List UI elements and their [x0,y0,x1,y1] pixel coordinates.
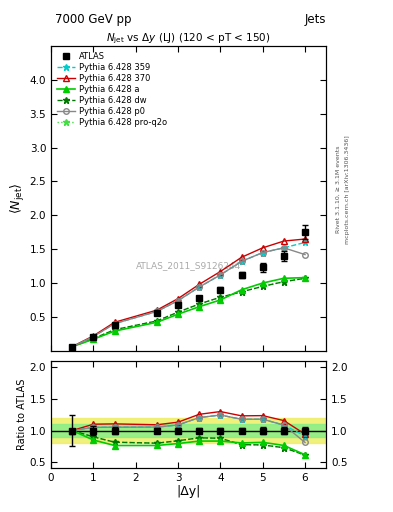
Pythia 6.428 370 [239,254,244,261]
Line: Pythia 6.428 pro-q2o: Pythia 6.428 pro-q2o [69,275,309,350]
Line: Pythia 6.428 a: Pythia 6.428 a [69,274,308,350]
Pythia 6.428 a [197,304,202,310]
Pythia 6.428 pro-q2o [260,283,265,289]
Pythia 6.428 pro-q2o [154,318,159,324]
Y-axis label: Ratio to ATLAS: Ratio to ATLAS [17,379,27,451]
Y-axis label: $\langle N_\mathrm{jet}\rangle$: $\langle N_\mathrm{jet}\rangle$ [9,183,27,214]
Line: Pythia 6.428 p0: Pythia 6.428 p0 [70,245,308,349]
Pythia 6.428 359 [260,249,265,255]
Pythia 6.428 370 [112,319,117,325]
Pythia 6.428 pro-q2o [91,335,96,342]
Pythia 6.428 370 [154,307,159,313]
X-axis label: |Δy|: |Δy| [176,485,201,498]
Pythia 6.428 a [176,311,180,317]
Pythia 6.428 359 [218,272,223,278]
Pythia 6.428 370 [70,344,75,350]
Pythia 6.428 dw [70,344,75,350]
Pythia 6.428 dw [303,275,307,282]
Pythia 6.428 a [154,319,159,325]
Pythia 6.428 a [91,336,96,343]
Pythia 6.428 359 [91,333,96,339]
Title: $N_\mathrm{jet}$ vs $\Delta y$ (LJ) (120 < pT < 150): $N_\mathrm{jet}$ vs $\Delta y$ (LJ) (120… [107,32,271,46]
Pythia 6.428 pro-q2o [176,309,180,315]
Pythia 6.428 dw [281,279,286,285]
Pythia 6.428 p0 [218,272,223,278]
Pythia 6.428 370 [260,245,265,251]
Pythia 6.428 359 [303,239,307,245]
Pythia 6.428 359 [112,321,117,327]
Pythia 6.428 dw [91,335,96,342]
Pythia 6.428 dw [197,301,202,307]
Pythia 6.428 a [112,328,117,334]
Pythia 6.428 359 [176,297,180,304]
Pythia 6.428 359 [281,245,286,251]
Line: Pythia 6.428 359: Pythia 6.428 359 [69,239,309,350]
Pythia 6.428 370 [218,268,223,274]
Pythia 6.428 359 [239,258,244,264]
Pythia 6.428 dw [154,318,159,324]
Pythia 6.428 dw [112,327,117,333]
Pythia 6.428 dw [239,289,244,295]
Text: Rivet 3.1.10, ≥ 3.1M events: Rivet 3.1.10, ≥ 3.1M events [336,146,341,233]
Pythia 6.428 pro-q2o [70,344,75,350]
Pythia 6.428 pro-q2o [197,301,202,307]
Legend: ATLAS, Pythia 6.428 359, Pythia 6.428 370, Pythia 6.428 a, Pythia 6.428 dw, Pyth: ATLAS, Pythia 6.428 359, Pythia 6.428 37… [55,50,168,129]
Pythia 6.428 370 [281,238,286,244]
Bar [51,418,326,443]
Text: 7000 GeV pp: 7000 GeV pp [55,13,132,26]
Pythia 6.428 pro-q2o [239,289,244,295]
Pythia 6.428 p0 [154,308,159,314]
Pythia 6.428 p0 [197,284,202,290]
Pythia 6.428 p0 [281,245,286,251]
Pythia 6.428 pro-q2o [218,294,223,301]
Pythia 6.428 dw [176,309,180,315]
Pythia 6.428 359 [197,284,202,290]
Pythia 6.428 pro-q2o [112,327,117,333]
Text: mcplots.cern.ch [arXiv:1306.3436]: mcplots.cern.ch [arXiv:1306.3436] [345,135,350,244]
Pythia 6.428 p0 [239,258,244,264]
Pythia 6.428 p0 [112,321,117,327]
Pythia 6.428 p0 [70,344,75,350]
Pythia 6.428 dw [260,283,265,289]
Pythia 6.428 pro-q2o [303,275,307,282]
Pythia 6.428 370 [303,236,307,242]
Pythia 6.428 a [281,275,286,282]
Pythia 6.428 370 [197,281,202,287]
Pythia 6.428 p0 [303,251,307,258]
Pythia 6.428 359 [154,308,159,314]
Line: Pythia 6.428 dw: Pythia 6.428 dw [69,275,308,350]
Text: Jets: Jets [305,13,326,26]
Pythia 6.428 370 [176,295,180,302]
Pythia 6.428 dw [218,294,223,301]
Pythia 6.428 a [239,287,244,293]
Text: ATLAS_2011_S9126244: ATLAS_2011_S9126244 [136,261,241,270]
Pythia 6.428 p0 [260,249,265,255]
Bar [51,424,326,437]
Pythia 6.428 a [303,274,307,281]
Pythia 6.428 370 [91,333,96,339]
Pythia 6.428 p0 [176,297,180,304]
Line: Pythia 6.428 370: Pythia 6.428 370 [69,236,308,350]
Pythia 6.428 a [70,344,75,350]
Pythia 6.428 pro-q2o [281,279,286,285]
Pythia 6.428 359 [70,344,75,350]
Pythia 6.428 a [218,297,223,303]
Pythia 6.428 a [260,280,265,286]
Pythia 6.428 p0 [91,333,96,339]
